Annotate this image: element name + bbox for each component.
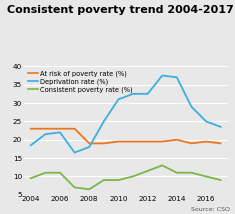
Legend: At risk of poverty rate (%), Deprivation rate (%), Consistent poverty rate (%): At risk of poverty rate (%), Deprivation… [27, 70, 133, 94]
Text: Consistent poverty trend 2004-2017: Consistent poverty trend 2004-2017 [7, 5, 234, 15]
Text: Source: CSO: Source: CSO [191, 207, 230, 212]
